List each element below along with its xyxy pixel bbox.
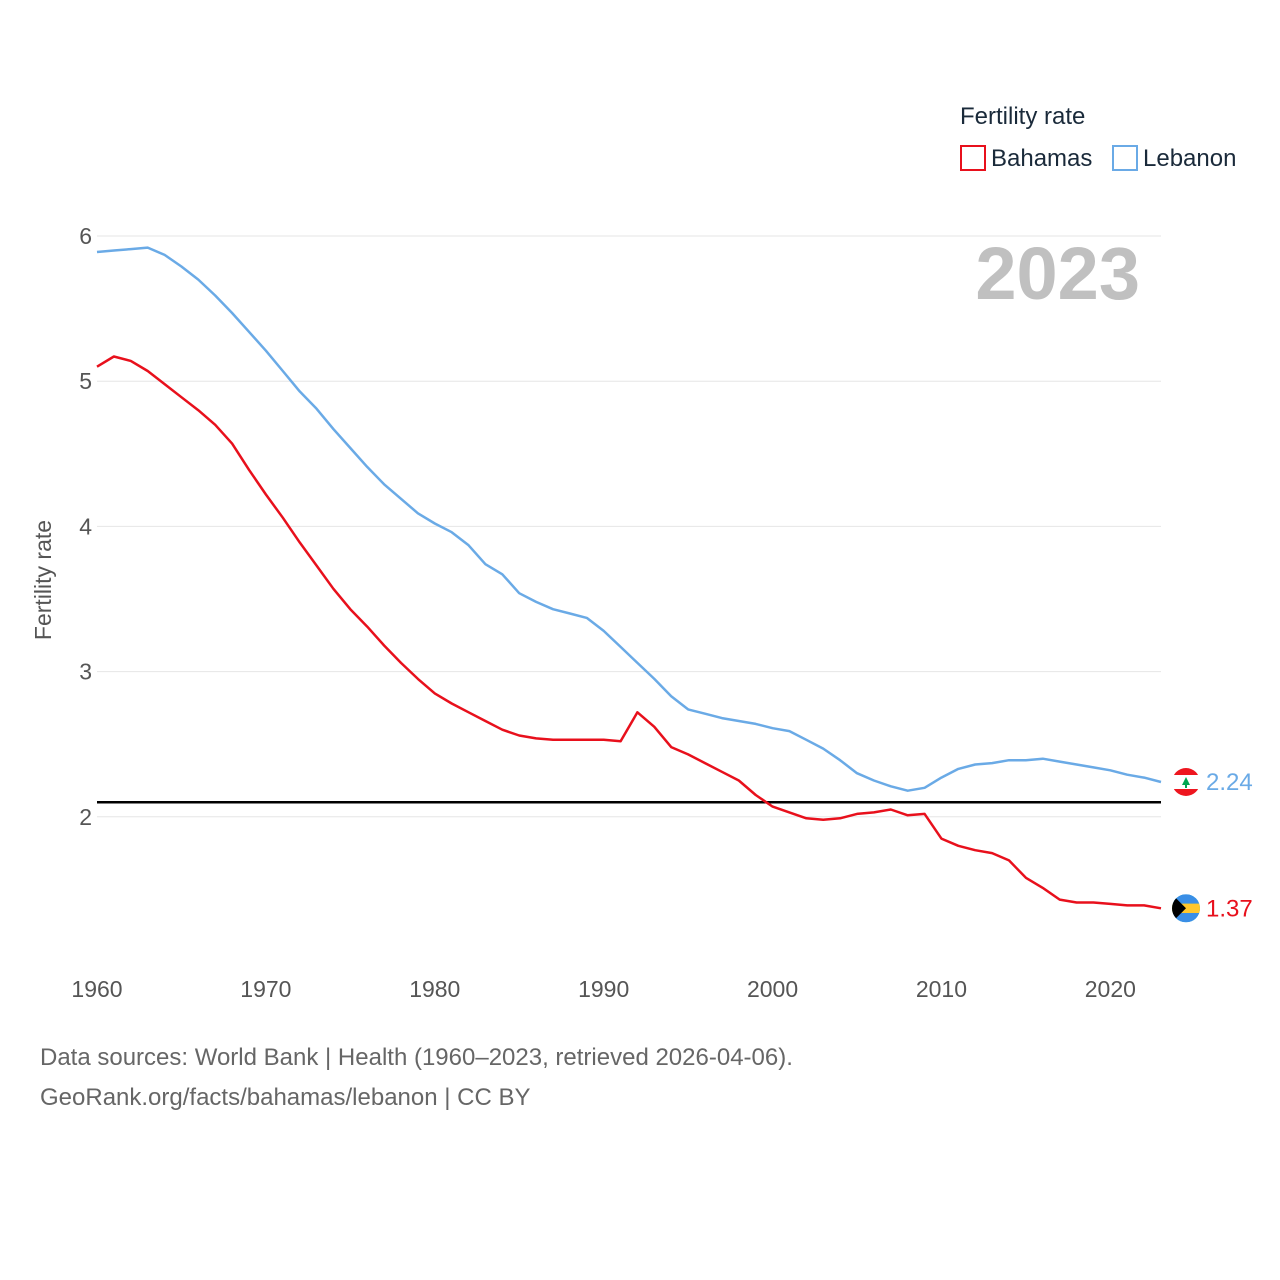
x-tick-2010: 2010 <box>916 976 967 1002</box>
y-tick-4: 4 <box>79 513 92 539</box>
legend-title: Fertility rate <box>960 103 1085 130</box>
y-tick-3: 3 <box>79 659 92 685</box>
y-axis-label: Fertility rate <box>30 520 56 640</box>
y-axis-ticks: 2 3 4 5 6 <box>79 223 92 830</box>
x-tick-1980: 1980 <box>409 976 460 1002</box>
series-lines <box>96 246 1162 910</box>
legend-label-lebanon[interactable]: Lebanon <box>1143 145 1236 172</box>
legend-label-bahamas[interactable]: Bahamas <box>991 145 1092 172</box>
legend-swatch-bahamas[interactable] <box>960 145 986 171</box>
end-value-lebanon: 2.24 <box>1206 769 1253 796</box>
legend-swatch-lebanon[interactable] <box>1112 145 1138 171</box>
fertility-chart: Fertility rate Bahamas Lebanon 2 3 4 5 6 196… <box>30 103 1253 1002</box>
y-tick-5: 5 <box>79 368 92 394</box>
current-year-label: 2023 <box>975 232 1140 315</box>
x-axis-ticks: 1960 1970 1980 1990 2000 2010 2020 <box>71 976 1136 1002</box>
footer-sources: Data sources: World Bank | Health (1960–… <box>40 1044 793 1071</box>
footer-link[interactable]: GeoRank.org/facts/bahamas/lebanon | CC B… <box>40 1084 531 1111</box>
x-tick-2000: 2000 <box>747 976 798 1002</box>
series-line-bahamas[interactable] <box>96 355 1162 910</box>
bahamas-flag-icon <box>1172 894 1200 923</box>
gridlines <box>97 235 1161 818</box>
legend: Fertility rate Bahamas Lebanon <box>960 103 1236 172</box>
lebanon-flag-icon <box>1172 768 1200 796</box>
y-tick-6: 6 <box>79 223 92 249</box>
end-value-bahamas: 1.37 <box>1206 895 1253 922</box>
y-tick-2: 2 <box>79 804 92 830</box>
x-tick-1970: 1970 <box>240 976 291 1002</box>
x-tick-2020: 2020 <box>1085 976 1136 1002</box>
x-tick-1990: 1990 <box>578 976 629 1002</box>
x-tick-1960: 1960 <box>71 976 122 1002</box>
series-line-lebanon[interactable] <box>96 246 1162 792</box>
